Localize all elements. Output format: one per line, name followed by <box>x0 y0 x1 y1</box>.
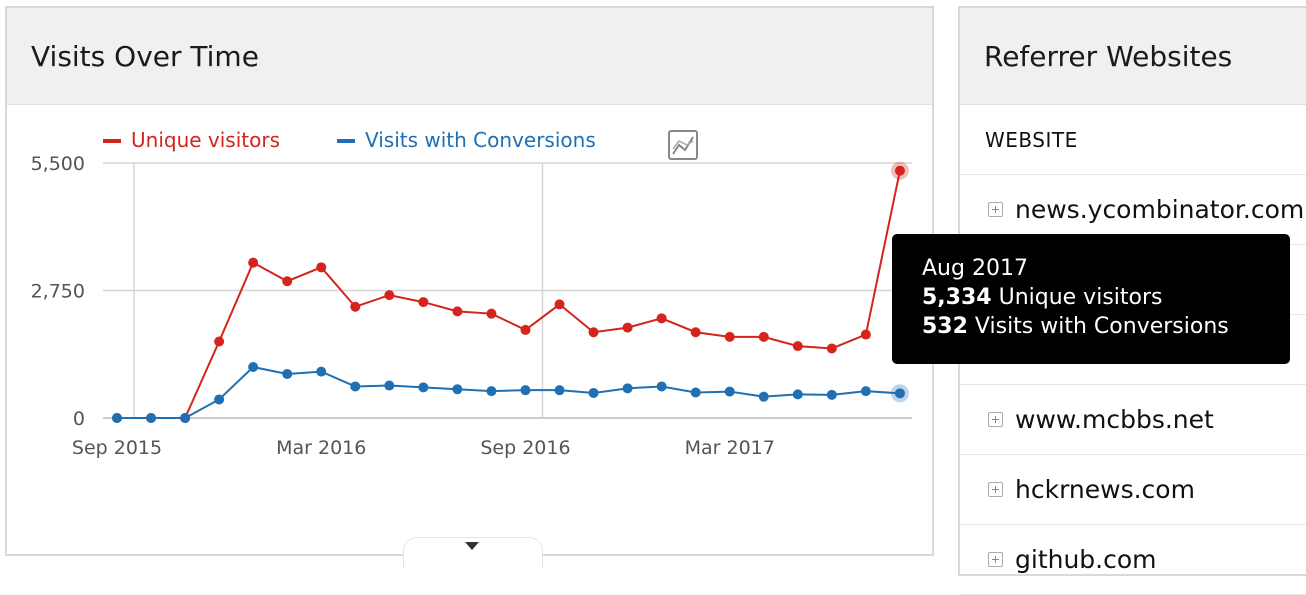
data-point-unique-visitors[interactable] <box>860 329 871 340</box>
data-point-unique-visitors[interactable] <box>350 301 361 312</box>
data-point-visits-with-conversions[interactable] <box>112 413 122 423</box>
data-point-unique-visitors[interactable] <box>486 308 497 319</box>
x-tick-label: Mar 2017 <box>685 437 775 459</box>
data-point-unique-visitors[interactable] <box>894 165 905 176</box>
data-point-unique-visitors[interactable] <box>214 336 225 347</box>
series-line-visits-with-conversions <box>117 365 900 419</box>
visits-widget-title: Visits Over Time <box>31 39 259 73</box>
data-point-unique-visitors[interactable] <box>384 290 395 301</box>
tooltip-line-conversions: 532 Visits with Conversions <box>922 312 1290 341</box>
data-point-unique-visitors[interactable] <box>248 257 259 268</box>
data-point-visits-with-conversions[interactable] <box>792 389 803 400</box>
visits-chart: Unique visitors Visits with Conversions … <box>31 128 912 459</box>
visits-over-time-widget: Visits Over Time Unique visitors Visits … <box>5 6 934 568</box>
tooltip-label: Unique visitors <box>991 285 1163 310</box>
visits-widget-header: Visits Over Time <box>7 8 932 105</box>
data-point-visits-with-conversions[interactable] <box>724 386 735 397</box>
data-point-visits-with-conversions[interactable] <box>690 387 701 398</box>
data-point-visits-with-conversions[interactable] <box>520 385 531 396</box>
chart-type-icon[interactable] <box>668 130 698 160</box>
chart-footer-toggle[interactable] <box>403 537 543 568</box>
tooltip-value: 532 <box>922 314 968 339</box>
referrer-row[interactable]: github.com <box>960 525 1306 595</box>
referrer-row[interactable]: hckrnews.com <box>960 455 1306 525</box>
data-point-unique-visitors[interactable] <box>520 324 531 335</box>
data-point-visits-with-conversions[interactable] <box>588 387 599 398</box>
data-point-unique-visitors[interactable] <box>452 306 463 317</box>
data-point-visits-with-conversions[interactable] <box>554 385 565 396</box>
data-point-unique-visitors[interactable] <box>316 262 327 273</box>
data-point-visits-with-conversions[interactable] <box>656 381 667 392</box>
referrer-widget-title: Referrer Websites <box>984 39 1233 73</box>
tooltip-line-unique-visitors: 5,334 Unique visitors <box>922 283 1290 312</box>
referrer-widget-header: Referrer Websites <box>960 8 1306 105</box>
data-point-visits-with-conversions[interactable] <box>350 381 361 392</box>
data-point-visits-with-conversions[interactable] <box>452 384 463 395</box>
data-point-visits-with-conversions[interactable] <box>316 366 327 377</box>
data-point-unique-visitors[interactable] <box>792 341 803 352</box>
data-point-visits-with-conversions[interactable] <box>622 383 633 394</box>
data-point-unique-visitors[interactable] <box>758 331 769 342</box>
chart-tooltip: Aug 2017 5,334 Unique visitors 532 Visit… <box>892 234 1290 364</box>
data-point-visits-with-conversions[interactable] <box>214 394 225 405</box>
data-point-visits-with-conversions[interactable] <box>860 386 871 397</box>
data-point-unique-visitors[interactable] <box>554 299 565 310</box>
expand-plus-icon[interactable] <box>988 202 1003 217</box>
series-line-unique-visitors <box>117 170 901 419</box>
data-point-unique-visitors[interactable] <box>690 327 701 338</box>
data-point-unique-visitors[interactable] <box>826 343 837 354</box>
tooltip-title: Aug 2017 <box>922 256 1028 281</box>
data-point-visits-with-conversions[interactable] <box>248 362 259 372</box>
legend-swatch-unique-visitors <box>103 139 121 143</box>
referrer-label: www.mcbbs.net <box>1015 405 1214 434</box>
data-point-visits-with-conversions[interactable] <box>418 382 429 393</box>
data-point-unique-visitors[interactable] <box>418 297 429 308</box>
caret-down-icon <box>465 542 479 550</box>
data-point-unique-visitors[interactable] <box>282 276 293 287</box>
data-point-visits-with-conversions[interactable] <box>826 389 837 400</box>
x-tick-label: Sep 2015 <box>72 437 162 459</box>
data-point-visits-with-conversions[interactable] <box>758 391 769 402</box>
website-column-header[interactable]: WEBSITE <box>960 105 1306 175</box>
data-point-unique-visitors[interactable] <box>622 322 633 333</box>
y-tick-label: 0 <box>73 408 85 430</box>
data-point-visits-with-conversions[interactable] <box>180 413 191 423</box>
legend-unique-visitors[interactable]: Unique visitors <box>131 128 280 152</box>
referrer-label: news.ycombinator.com <box>1015 195 1305 224</box>
referrer-label: github.com <box>1015 545 1157 574</box>
referrer-label: hckrnews.com <box>1015 475 1195 504</box>
y-tick-label: 2,750 <box>31 281 85 303</box>
tooltip-value: 5,334 <box>922 285 992 310</box>
expand-plus-icon[interactable] <box>988 552 1003 567</box>
expand-plus-icon[interactable] <box>988 412 1003 427</box>
data-point-unique-visitors[interactable] <box>724 331 735 342</box>
legend-swatch-visits-with-conversions <box>337 139 355 143</box>
legend-visits-with-conversions[interactable]: Visits with Conversions <box>365 128 596 152</box>
data-point-visits-with-conversions[interactable] <box>282 368 293 379</box>
data-point-visits-with-conversions[interactable] <box>894 388 905 399</box>
data-point-visits-with-conversions[interactable] <box>146 413 157 423</box>
referrer-row[interactable] <box>960 315 1306 385</box>
data-point-unique-visitors[interactable] <box>656 313 667 324</box>
data-point-visits-with-conversions[interactable] <box>384 380 395 391</box>
x-tick-label: Sep 2016 <box>480 437 570 459</box>
referrer-row[interactable]: www.mcbbs.net <box>960 385 1306 455</box>
expand-plus-icon[interactable] <box>988 482 1003 497</box>
data-point-visits-with-conversions[interactable] <box>486 386 497 397</box>
data-point-unique-visitors[interactable] <box>588 327 599 338</box>
y-tick-label: 5,500 <box>31 153 85 175</box>
x-tick-label: Mar 2016 <box>276 437 366 459</box>
tooltip-label: Visits with Conversions <box>967 314 1229 339</box>
